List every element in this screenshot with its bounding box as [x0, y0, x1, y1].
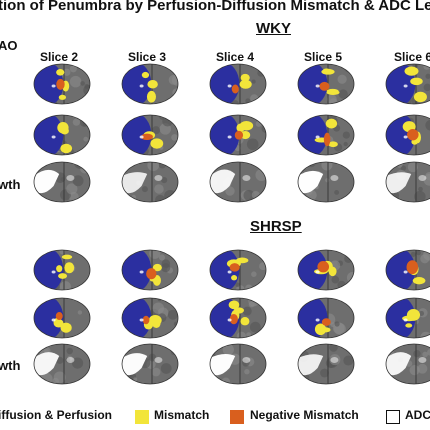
brain-slice-grid [33, 63, 430, 385]
brain-slice [297, 249, 355, 291]
brain-slice [121, 249, 179, 291]
group-label-wky: WKY [256, 20, 291, 37]
brain-slice [121, 161, 179, 203]
legend-swatch-mismatch [135, 410, 149, 424]
brain-slice [385, 63, 430, 105]
brain-slice [33, 114, 91, 156]
brain-slice [121, 343, 179, 385]
brain-slice [297, 297, 355, 339]
slice-label-4: Slice 4 [216, 50, 255, 64]
brain-slice [385, 114, 430, 156]
brain-slice [209, 297, 267, 339]
brain-slice [209, 161, 267, 203]
legend-label-negative-mismatch: Negative Mismatch [250, 408, 359, 422]
brain-slice [385, 297, 430, 339]
brain-slice [33, 63, 91, 105]
row-label-growth-wky: wth [0, 177, 21, 192]
brain-slice [33, 249, 91, 291]
brain-slice [297, 63, 355, 105]
slice-label-3: Slice 3 [128, 50, 167, 64]
slice-label-2: Slice 2 [40, 50, 79, 64]
group-label-shrsp: SHRSP [250, 218, 302, 235]
figure-title: tion of Penumbra by Perfusion-Diffusion … [0, 0, 430, 14]
legend-label-mismatch: Mismatch [154, 408, 210, 422]
brain-slice [121, 297, 179, 339]
brain-slice [385, 343, 430, 385]
brain-slice [385, 161, 430, 203]
brain-slice [385, 249, 430, 291]
brain-slice [209, 63, 267, 105]
brain-slice [209, 114, 267, 156]
brain-slice [297, 343, 355, 385]
brain-slice [209, 343, 267, 385]
row-label-top: AO [0, 38, 18, 53]
brain-slice [33, 343, 91, 385]
brain-slice [121, 63, 179, 105]
slice-label-5: Slice 5 [304, 50, 343, 64]
slice-label-6: Slice 6 [394, 50, 430, 64]
brain-slice [121, 114, 179, 156]
brain-slice [297, 114, 355, 156]
legend-swatch-negative-mismatch [230, 410, 244, 424]
brain-slice [209, 249, 267, 291]
legend-swatch-adc [386, 410, 400, 424]
row-label-growth-shrsp: wth [0, 358, 21, 373]
legend-label-diffusion-perfusion: iffusion & Perfusion [0, 408, 112, 422]
brain-slice [297, 161, 355, 203]
brain-slice [33, 297, 91, 339]
legend-label-adc: ADC [405, 408, 430, 422]
legend: iffusion & Perfusion Mismatch Negative M… [0, 405, 430, 427]
brain-slice [33, 161, 91, 203]
